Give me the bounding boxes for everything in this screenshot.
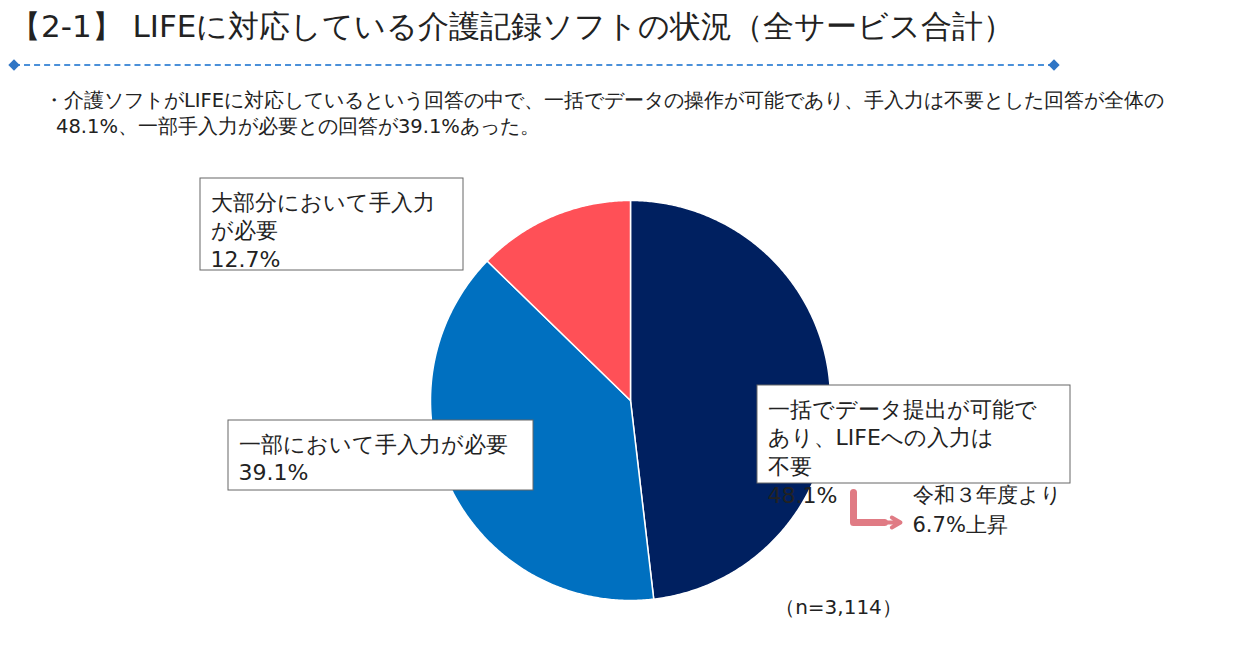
svg-text:令和３年度より6.7%上昇: 令和３年度より6.7%上昇 — [913, 483, 1062, 537]
html-text:【2-1】 LIFEに対応している介護記録ソフトの状況（全サ: 【2-1】 LIFEに対応している介護記録ソフトの状況（全サービス合計） — [10, 8, 1015, 44]
html-text:・介護ソフトがLIFEに対応しているという回答の中で、一括で: ・介護ソフトがLIFEに対応しているという回答の中で、一括でデータの操作が可能で… — [44, 89, 1165, 138]
html-text:不要: 不要 — [767, 454, 812, 479]
svg-text:（n=3,114）: （n=3,114） — [775, 595, 902, 619]
html-text:48.1%: 48.1% — [767, 482, 838, 508]
html-text:一括でデータ提出が可能で: 一括でデータ提出が可能で — [767, 396, 1037, 422]
html-text:あり、LIFEへの入力は: あり、LIFEへの入力は — [767, 425, 994, 451]
svg-text:一部において手入力が必要39.1%: 一部において手入力が必要39.1% — [239, 432, 508, 486]
svg-text:大部分において手入力が必要12.7%: 大部分において手入力が必要12.7% — [211, 190, 435, 272]
